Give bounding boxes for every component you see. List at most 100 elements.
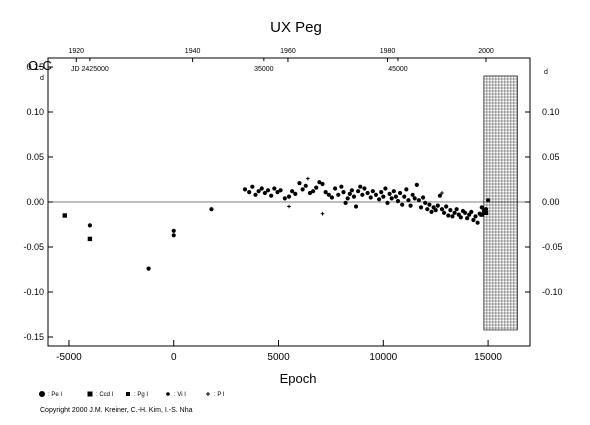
data-point-dot: [242, 187, 248, 192]
right-y-tick-label: 0.05: [542, 152, 560, 162]
data-point-dot: [414, 182, 419, 187]
data-point-dot: [435, 203, 440, 208]
data-point-dot: [427, 202, 432, 207]
data-point-plus: [306, 176, 310, 181]
data-point-dot: [256, 189, 261, 194]
data-point-dot: [358, 184, 363, 189]
left-y-tick-label: 0.00: [26, 197, 44, 207]
legend-symbol-vi: [166, 392, 170, 396]
data-point-dot: [387, 191, 392, 196]
data-point-dot: [439, 207, 445, 212]
data-point-dot: [454, 207, 459, 212]
copyright-text: Copyright 2000 J.M. Kreiner, C.-H. Kim, …: [40, 407, 193, 414]
x-tick-label: 0: [171, 352, 177, 363]
data-point-dot: [326, 192, 331, 197]
x-tick-label: 15000: [474, 352, 502, 363]
data-point-dot: [458, 215, 463, 220]
x-axis-label: Epoch: [280, 371, 317, 386]
right-y-tick-label: 0.00: [542, 197, 560, 207]
legend-label: : Pg I: [134, 392, 148, 398]
data-point-dot: [259, 186, 264, 191]
left-y-tick-label: 0.10: [26, 107, 44, 117]
oc-axis-label: O-C d: [28, 58, 52, 82]
data-point-dot: [448, 208, 453, 213]
data-point-dot: [362, 186, 367, 191]
data-point-dot: [347, 191, 352, 196]
data-point-plus: [320, 211, 325, 216]
jd-tick-label: 45000: [388, 66, 408, 73]
data-point-dot: [462, 210, 468, 215]
data-point-dot: [269, 193, 274, 198]
legend-label: : P I: [214, 392, 225, 398]
data-point-dot: [336, 192, 341, 197]
data-point-dot: [351, 194, 357, 199]
data-point-dot: [485, 198, 491, 203]
data-point-dot: [452, 210, 457, 215]
data-point-dot: [314, 185, 319, 190]
data-point-dot: [265, 188, 271, 193]
data-point-dot: [290, 189, 295, 194]
data-point-dot: [282, 196, 287, 201]
axis-ticks: 0.15 0.10 0.05 0.00 -0.05 -0.10 -0.15 0.10 0.05 0…: [23, 48, 562, 363]
data-point-square: [87, 236, 93, 242]
data-point-dot: [320, 181, 325, 187]
data-point-dot: [381, 194, 386, 199]
data-point-square: [62, 213, 67, 218]
data-point-dot: [333, 186, 338, 191]
oc-axis-label-text: O-C: [28, 58, 52, 73]
data-point-dot: [385, 200, 390, 205]
year-tick-label: 1980: [380, 48, 396, 55]
data-point-dot: [339, 184, 344, 189]
data-point-dot: [397, 190, 403, 196]
data-point-dot: [377, 197, 382, 202]
data-point-dot: [365, 190, 370, 196]
data-point-dot: [307, 190, 313, 196]
data-point-dot: [483, 207, 489, 212]
data-point-dot: [410, 192, 415, 197]
year-tick-label: 2000: [478, 48, 494, 55]
data-point-plus: [287, 204, 291, 209]
data-point-dot: [475, 220, 480, 225]
data-point-square: [483, 210, 489, 215]
chart-title: UX Peg: [270, 19, 322, 36]
shaded-region-box: [483, 75, 518, 331]
data-point-dot: [418, 205, 424, 210]
data-point-dot: [209, 207, 214, 212]
x-tick-label: 10000: [369, 352, 397, 363]
data-point-dot: [317, 180, 322, 185]
data-point-square: [479, 212, 484, 217]
data-point-dot: [297, 181, 302, 186]
left-y-tick-label: -0.15: [23, 332, 44, 342]
data-point-dot: [421, 195, 426, 200]
data-point-dot: [423, 200, 428, 205]
data-point-dot: [471, 217, 476, 223]
left-y-tick-label: 0.05: [26, 152, 44, 162]
data-point-dot: [393, 194, 398, 199]
data-point-dot: [343, 200, 348, 205]
data-point-dot: [323, 190, 328, 195]
data-point-dot: [437, 193, 442, 198]
data-point-dot: [250, 184, 255, 189]
data-point-dot: [406, 198, 411, 203]
data-point-dot: [450, 214, 455, 219]
data-point-dot: [171, 233, 176, 238]
data-point-dot: [416, 198, 422, 203]
data-point-dot: [286, 194, 292, 199]
data-point-dot: [370, 189, 375, 194]
data-point-dot: [345, 196, 350, 201]
legend-label: : Ccd I: [96, 392, 114, 398]
data-point-dot: [412, 196, 417, 201]
data-point-dot: [349, 188, 354, 193]
right-axis-unit: d: [544, 69, 548, 76]
data-point-dot: [360, 192, 365, 197]
data-point-dot: [425, 207, 430, 212]
data-point-dot: [444, 204, 449, 209]
data-point-dot: [379, 190, 384, 195]
data-point-dot: [383, 186, 388, 191]
data-point-dot: [329, 195, 335, 200]
left-y-tick-label: -0.10: [23, 287, 44, 297]
x-tick-label: 5000: [267, 352, 290, 363]
legend: : Pe I: Ccd I: Pg I: Vi I: P I: [39, 391, 225, 398]
right-y-tick-label: -0.05: [542, 242, 563, 252]
left-y-tick-label: -0.05: [23, 242, 44, 252]
